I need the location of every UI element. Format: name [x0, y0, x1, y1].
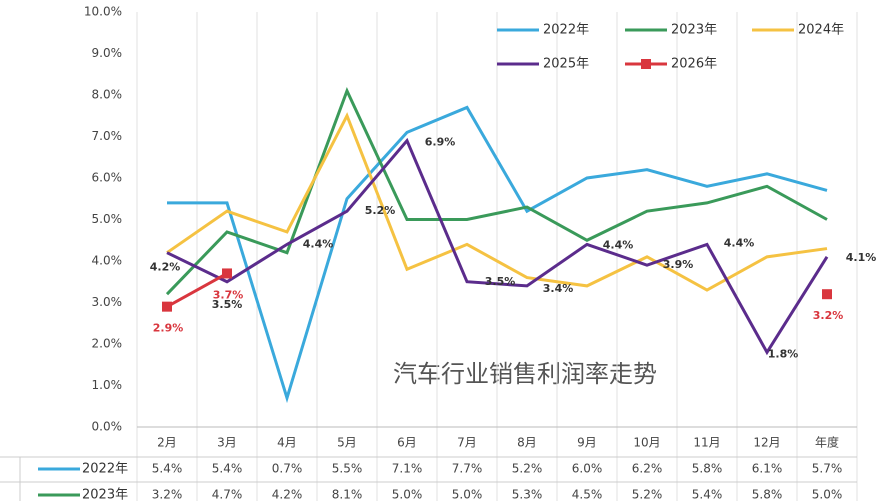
value-label: 4.1%	[846, 251, 877, 264]
table-cell: 4.5%	[572, 488, 603, 501]
y-tick-label: 0.0%	[92, 420, 123, 434]
value-label: 4.2%	[150, 261, 181, 274]
table-cell: 5.5%	[332, 462, 363, 476]
y-tick-label: 6.0%	[92, 171, 123, 185]
table-cell: 5.0%	[812, 488, 843, 501]
y-tick-label: 3.0%	[92, 295, 123, 309]
value-label: 6.9%	[425, 136, 456, 149]
table-cell: 5.0%	[452, 488, 483, 501]
legend-label: 2023年	[671, 23, 717, 38]
table-cell: 8.1%	[332, 488, 363, 501]
table-row-label: 2022年	[82, 462, 128, 477]
value-label: 3.9%	[663, 258, 694, 271]
table-cell: 5.8%	[692, 462, 723, 476]
legend-label: 2026年	[671, 57, 717, 72]
x-tick-label: 年度	[815, 435, 839, 450]
value-label: 2.9%	[153, 322, 184, 335]
table-cell: 5.4%	[152, 462, 183, 476]
value-label: 3.5%	[485, 275, 516, 288]
value-label: 1.8%	[768, 347, 799, 360]
y-tick-label: 8.0%	[92, 88, 123, 102]
table-row-label: 2023年	[82, 488, 128, 501]
table-cell: 7.7%	[452, 462, 483, 476]
x-tick-label: 5月	[337, 436, 357, 450]
table-cell: 5.2%	[512, 462, 543, 476]
x-tick-label: 11月	[693, 436, 720, 450]
table-cell: 5.2%	[632, 488, 663, 501]
x-tick-label: 10月	[633, 436, 660, 450]
value-label: 3.4%	[543, 282, 574, 295]
table-cell: 7.1%	[392, 462, 423, 476]
point-marker	[222, 268, 232, 279]
table-cell: 3.2%	[152, 488, 183, 501]
table-cell: 5.8%	[752, 488, 783, 501]
y-tick-label: 4.0%	[92, 254, 123, 268]
legend-label: 2024年	[798, 23, 844, 38]
table-cell: 5.4%	[692, 488, 723, 501]
table-cell: 4.2%	[272, 488, 303, 501]
value-label: 4.4%	[603, 238, 634, 251]
x-tick-label: 8月	[517, 436, 537, 450]
x-tick-label: 6月	[397, 436, 417, 450]
y-tick-label: 10.0%	[84, 5, 122, 19]
legend-label: 2025年	[543, 57, 589, 72]
table-cell: 5.0%	[392, 488, 423, 501]
y-tick-label: 1.0%	[92, 378, 123, 392]
x-tick-label: 2月	[157, 436, 177, 450]
legend-marker	[641, 59, 651, 69]
table-cell: 0.7%	[272, 462, 303, 476]
value-label: 3.5%	[212, 298, 243, 311]
value-label: 3.2%	[813, 309, 844, 322]
point-marker	[822, 289, 832, 300]
value-label: 4.4%	[724, 236, 755, 249]
y-tick-label: 5.0%	[92, 212, 123, 226]
table-cell: 6.1%	[752, 462, 783, 476]
point-marker	[162, 301, 172, 312]
x-tick-label: 7月	[457, 436, 477, 450]
series-line	[166, 137, 829, 356]
y-tick-label: 2.0%	[92, 337, 123, 351]
table-cell: 5.4%	[212, 462, 243, 476]
table-cell: 6.0%	[572, 462, 603, 476]
table-cell: 6.2%	[632, 462, 663, 476]
table-cell: 5.7%	[812, 462, 843, 476]
table-cell: 5.3%	[512, 488, 543, 501]
x-tick-label: 3月	[217, 436, 237, 450]
value-label: 3.7%	[213, 288, 244, 301]
table-cell: 4.7%	[212, 488, 243, 501]
y-tick-label: 9.0%	[92, 46, 123, 60]
series-line	[166, 112, 828, 292]
x-tick-label: 12月	[753, 436, 780, 450]
x-tick-label: 4月	[277, 436, 297, 450]
series-line	[166, 272, 228, 308]
series-line	[167, 105, 828, 404]
x-tick-label: 9月	[577, 436, 597, 450]
legend-label: 2022年	[543, 23, 589, 38]
y-tick-label: 7.0%	[92, 129, 123, 143]
value-label: 5.2%	[365, 204, 396, 217]
value-label: 4.4%	[303, 237, 334, 250]
